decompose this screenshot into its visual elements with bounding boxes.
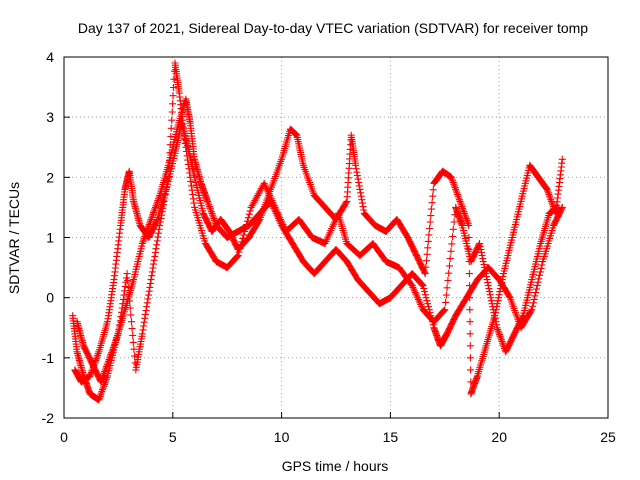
data-point-markers — [73, 59, 562, 386]
x-tick-labels: 0 5 10 15 20 25 — [60, 412, 616, 445]
series-track-a — [69, 95, 566, 404]
y-tick-label: -1 — [42, 350, 55, 366]
data-series — [69, 59, 566, 404]
y-axis-label: SDTVAR / TECUs — [6, 182, 22, 294]
gridlines — [64, 57, 608, 418]
x-tick-label: 5 — [169, 429, 177, 445]
data-point-markers — [71, 119, 566, 398]
y-tick-label: 1 — [46, 230, 54, 246]
x-tick-label: 20 — [491, 429, 507, 445]
series-track-c — [73, 59, 562, 386]
chart-title: Day 137 of 2021, Sidereal Day-to-day VTE… — [78, 20, 588, 36]
x-tick-label: 0 — [60, 429, 68, 445]
y-tick-labels: -2 -1 0 1 2 3 4 — [42, 49, 70, 426]
y-tick-label: -2 — [42, 410, 55, 426]
data-point-markers — [69, 95, 566, 404]
x-tick-label: 25 — [600, 429, 616, 445]
y-tick-label: 0 — [46, 290, 54, 306]
y-tick-label: 2 — [46, 169, 54, 185]
x-tick-label: 15 — [383, 429, 399, 445]
series-track-b — [71, 119, 566, 398]
y-tick-label: 3 — [46, 109, 54, 125]
y-tick-label: 4 — [46, 49, 54, 65]
x-tick-label: 10 — [274, 429, 290, 445]
x-axis-label: GPS time / hours — [282, 458, 389, 474]
